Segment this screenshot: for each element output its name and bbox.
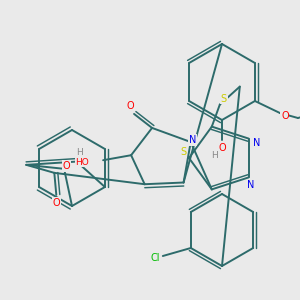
Text: N: N (189, 135, 196, 145)
Text: O: O (62, 161, 70, 171)
Text: O: O (126, 101, 134, 111)
Text: H: H (76, 148, 82, 157)
Text: O: O (52, 198, 60, 208)
Text: N: N (253, 138, 260, 148)
Text: O: O (218, 143, 226, 153)
Text: H: H (211, 152, 218, 160)
Text: S: S (180, 147, 186, 157)
Text: S: S (221, 94, 227, 103)
Text: Cl: Cl (150, 253, 160, 263)
Text: N: N (247, 180, 254, 190)
Text: HO: HO (75, 158, 89, 167)
Text: O: O (281, 111, 289, 121)
